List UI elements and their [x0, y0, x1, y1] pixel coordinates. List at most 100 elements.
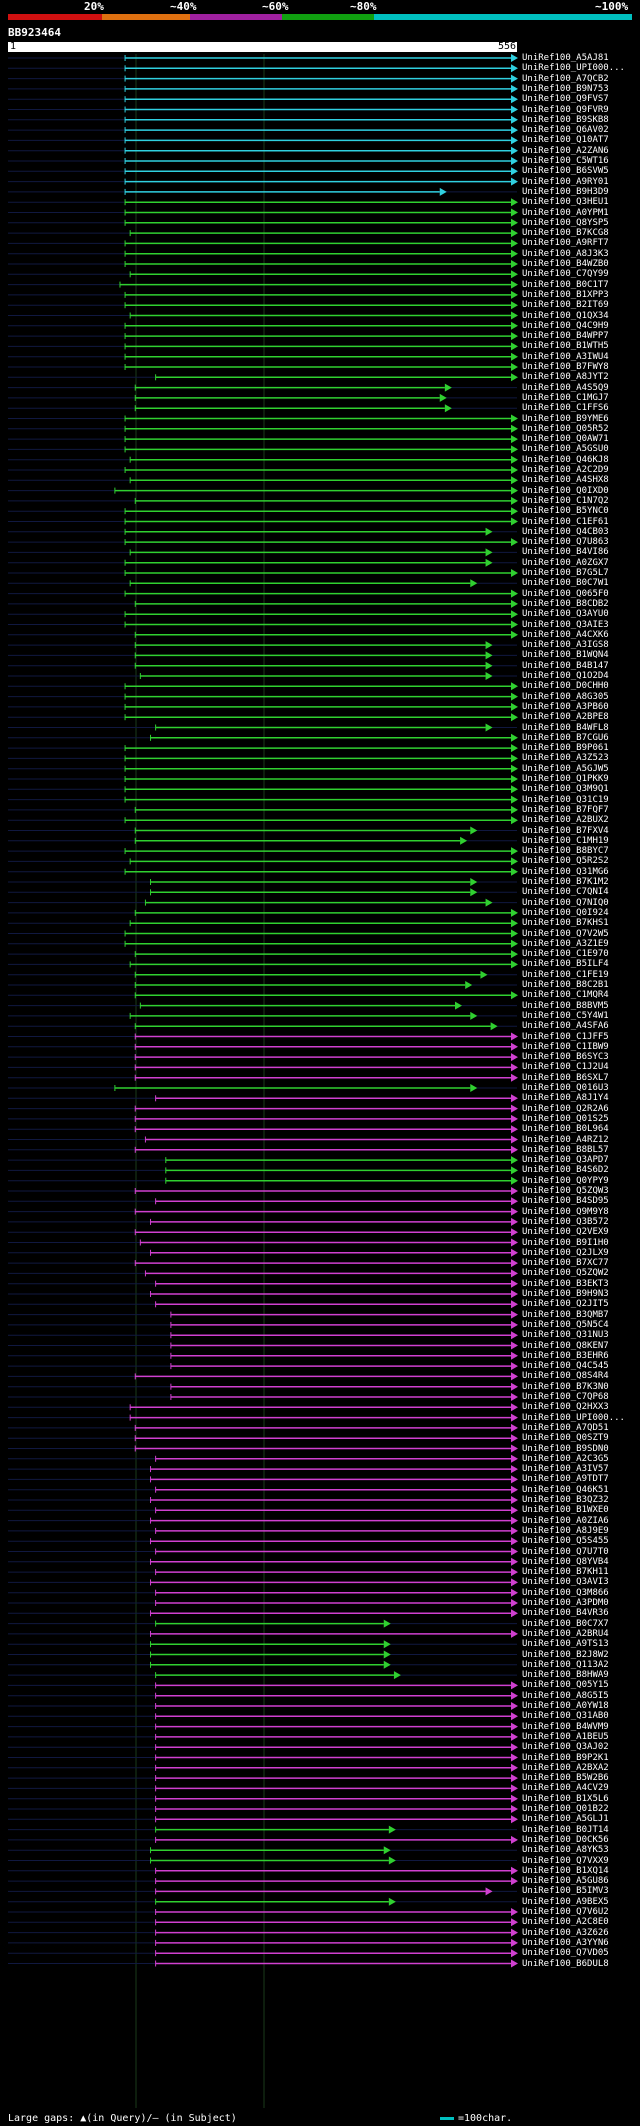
- hit-row[interactable]: [8, 435, 518, 444]
- hit-row[interactable]: [8, 1753, 518, 1762]
- hit-row[interactable]: [8, 507, 518, 516]
- hit-label[interactable]: UniRef100_B0L964: [522, 1124, 609, 1135]
- hit-row[interactable]: [8, 1496, 518, 1504]
- hit-label[interactable]: UniRef100_Q46K51: [522, 1484, 609, 1495]
- hit-row[interactable]: [8, 1732, 518, 1741]
- hit-label[interactable]: UniRef100_B8BL57: [522, 1144, 609, 1155]
- hit-label[interactable]: UniRef100_Q2JLX9: [522, 1247, 609, 1258]
- hit-row[interactable]: [8, 1176, 518, 1185]
- hit-label[interactable]: UniRef100_Q5S455: [522, 1536, 609, 1547]
- hit-row[interactable]: [8, 1413, 518, 1422]
- hit-row[interactable]: [8, 682, 518, 691]
- hit-label[interactable]: UniRef100_B4WZB0: [522, 259, 609, 269]
- hit-label[interactable]: UniRef100_Q3AJ02: [522, 1742, 609, 1753]
- hit-label[interactable]: UniRef100_B7KHS1: [522, 918, 609, 929]
- hit-label[interactable]: UniRef100_Q5ZQW2: [522, 1268, 609, 1279]
- hit-label[interactable]: UniRef100_Q7V6U2: [522, 1907, 609, 1917]
- hit-row[interactable]: [8, 1135, 518, 1144]
- hit-label[interactable]: UniRef100_A3IV57: [522, 1464, 609, 1475]
- hit-row[interactable]: [8, 1104, 518, 1113]
- hit-row[interactable]: [8, 476, 518, 485]
- hit-row[interactable]: [8, 1423, 518, 1432]
- hit-row[interactable]: [8, 1949, 518, 1958]
- hit-row[interactable]: [8, 1156, 518, 1165]
- hit-row[interactable]: [8, 1846, 517, 1855]
- hit-row[interactable]: [8, 1238, 518, 1247]
- hit-row[interactable]: [8, 857, 518, 866]
- hit-label[interactable]: UniRef100_B6SXL7: [522, 1072, 609, 1083]
- hit-label[interactable]: UniRef100_C5WT16: [522, 156, 609, 166]
- hit-row[interactable]: [8, 146, 518, 155]
- hit-label[interactable]: UniRef100_Q7U7T0: [522, 1546, 609, 1557]
- hit-label[interactable]: UniRef100_A5GJW5: [522, 763, 609, 774]
- hit-label[interactable]: UniRef100_B7K1M2: [522, 877, 609, 887]
- hit-row[interactable]: [8, 115, 518, 124]
- hit-label[interactable]: UniRef100_A2ZAN6: [522, 145, 609, 156]
- hit-row[interactable]: [8, 1217, 518, 1226]
- hit-row[interactable]: [8, 764, 518, 773]
- hit-label[interactable]: UniRef100_Q9FVR9: [522, 104, 609, 115]
- hit-row[interactable]: [8, 919, 518, 928]
- hit-label[interactable]: UniRef100_A8J9E9: [522, 1525, 609, 1536]
- hit-row[interactable]: [8, 342, 518, 351]
- hit-row[interactable]: [8, 383, 517, 392]
- hit-row[interactable]: [8, 754, 518, 763]
- hit-label[interactable]: UniRef100_B1WTH5: [522, 341, 609, 352]
- hit-row[interactable]: [8, 1897, 517, 1906]
- hit-label[interactable]: UniRef100_A8J3K3: [522, 248, 609, 259]
- hit-row[interactable]: [8, 1300, 518, 1309]
- hit-row[interactable]: [8, 466, 518, 474]
- hit-row[interactable]: [8, 1568, 518, 1577]
- hit-row[interactable]: [8, 527, 517, 536]
- hit-row[interactable]: [8, 991, 518, 1000]
- hit-label[interactable]: UniRef100_B6SVW5: [522, 166, 609, 177]
- hit-row[interactable]: [8, 1825, 517, 1834]
- hit-label[interactable]: UniRef100_Q5N5C4: [522, 1319, 609, 1330]
- hit-label[interactable]: UniRef100_Q0I924: [522, 907, 609, 918]
- hit-row[interactable]: [8, 1403, 518, 1412]
- hit-label[interactable]: UniRef100_Q31MG6: [522, 866, 609, 877]
- hit-label[interactable]: UniRef100_C7QY99: [522, 269, 609, 280]
- hit-label[interactable]: UniRef100_C1J2U4: [522, 1062, 609, 1073]
- hit-label[interactable]: UniRef100_B7FQF7: [522, 804, 609, 815]
- hit-label[interactable]: UniRef100_B5YNC0: [522, 506, 609, 517]
- hit-label[interactable]: UniRef100_B9P2K1: [522, 1752, 609, 1763]
- hit-row[interactable]: [8, 1372, 518, 1381]
- hit-label[interactable]: UniRef100_A9TS13: [522, 1639, 609, 1650]
- hit-label[interactable]: UniRef100_Q3M9Q1: [522, 784, 609, 795]
- hit-row[interactable]: [8, 1197, 518, 1206]
- hit-label[interactable]: UniRef100_B4WFL8: [522, 722, 609, 733]
- hit-row[interactable]: [8, 105, 518, 114]
- hit-label[interactable]: UniRef100_A8JYT2: [522, 372, 609, 383]
- hit-label[interactable]: UniRef100_B9SKB8: [522, 114, 609, 125]
- hit-label[interactable]: UniRef100_A2C3G5: [522, 1453, 609, 1464]
- hit-row[interactable]: [8, 1444, 518, 1453]
- hit-label[interactable]: UniRef100_Q7VXX9: [522, 1855, 609, 1866]
- hit-label[interactable]: UniRef100_Q2R2A6: [522, 1103, 609, 1114]
- hit-label[interactable]: UniRef100_Q0IXD0: [522, 485, 609, 496]
- hit-row[interactable]: [8, 1341, 518, 1350]
- hit-row[interactable]: [8, 1743, 518, 1752]
- hit-row[interactable]: [8, 208, 518, 217]
- hit-label[interactable]: UniRef100_UPI000...: [522, 63, 625, 74]
- hit-row[interactable]: [8, 1331, 518, 1340]
- hit-row[interactable]: [8, 826, 517, 835]
- hit-row[interactable]: [8, 424, 518, 433]
- hit-row[interactable]: [8, 1557, 518, 1566]
- hit-label[interactable]: UniRef100_C1JFF5: [522, 1031, 609, 1042]
- hit-label[interactable]: UniRef100_A8G5I5: [522, 1690, 609, 1701]
- hit-label[interactable]: UniRef100_B7CGU6: [522, 732, 609, 743]
- hit-row[interactable]: [8, 878, 517, 886]
- hit-label[interactable]: UniRef100_A3YYN6: [522, 1937, 609, 1948]
- hit-row[interactable]: [8, 692, 518, 701]
- hit-row[interactable]: [8, 1722, 518, 1731]
- hit-row[interactable]: [8, 661, 517, 670]
- hit-label[interactable]: UniRef100_A4S5Q9: [522, 382, 609, 393]
- hit-row[interactable]: [8, 651, 517, 660]
- hit-label[interactable]: UniRef100_A7QCB2: [522, 73, 609, 84]
- hit-row[interactable]: [8, 373, 518, 382]
- hit-label[interactable]: UniRef100_A4SHX8: [522, 475, 609, 486]
- hit-row[interactable]: [8, 1671, 517, 1680]
- hit-row[interactable]: [8, 95, 518, 104]
- hit-row[interactable]: [8, 1279, 518, 1288]
